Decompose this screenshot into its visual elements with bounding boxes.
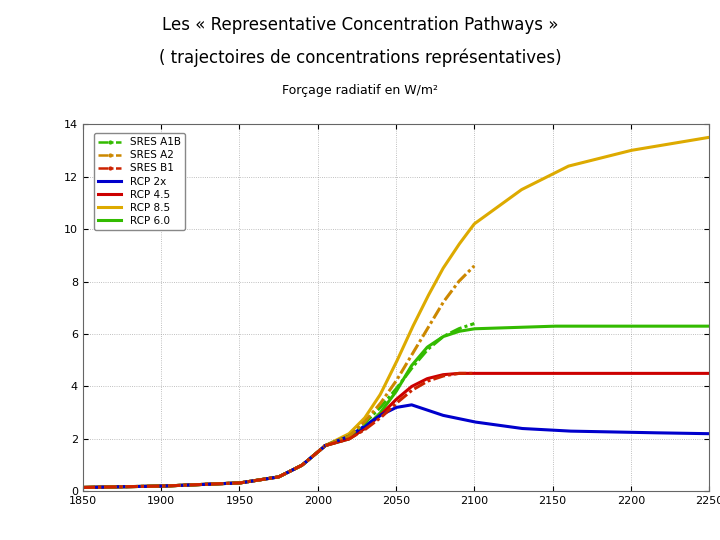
Text: ( trajectoires de concentrations représentatives): ( trajectoires de concentrations représe… [158,49,562,67]
Text: Les « Representative Concentration Pathways »: Les « Representative Concentration Pathw… [162,16,558,34]
Legend: SRES A1B, SRES A2, SRES B1, RCP 2x, RCP 4.5, RCP 8.5, RCP 6.0: SRES A1B, SRES A2, SRES B1, RCP 2x, RCP … [94,133,185,230]
Text: Forçage radiatif en W/m²: Forçage radiatif en W/m² [282,84,438,97]
